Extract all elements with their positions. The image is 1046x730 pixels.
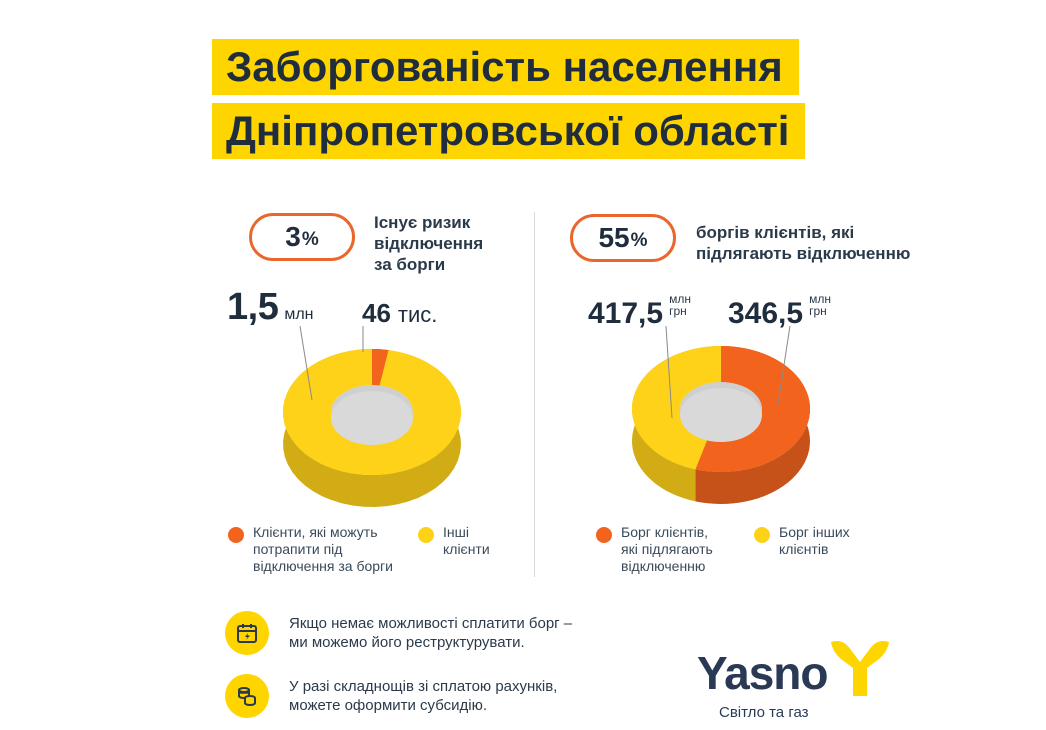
- legend-text: відключення за борги: [253, 558, 393, 574]
- legend-text: клієнти: [443, 541, 490, 557]
- info-text-line: Якщо немає можливості сплатити борг –: [289, 615, 573, 632]
- donut-hole-floor: [680, 388, 762, 442]
- risk-caption-line: за борги: [374, 255, 446, 274]
- risk-percent-badge: 3%: [249, 213, 355, 261]
- legend-text: потрапити під: [253, 541, 343, 557]
- brand-tagline: Світло та газ: [719, 704, 809, 721]
- donut-chart-left: [282, 349, 461, 507]
- legend-text: які підлягають: [621, 541, 713, 557]
- page-title-line-1: Заборгованість населення: [212, 39, 799, 95]
- debt-caption-line: підлягають відключенню: [696, 244, 911, 263]
- brand-logo-y-mark: [831, 641, 889, 696]
- leader-line-3: [777, 325, 791, 405]
- debt-disconnect-value: 417,5: [588, 297, 664, 330]
- risk-clients-label: 46 тис.: [362, 298, 437, 329]
- debt-disconnect-currency: грн: [669, 304, 687, 318]
- info-restructure: Якщо немає можливості сплатити борг – ми…: [289, 614, 572, 652]
- risk-caption-line: Існує ризик: [374, 213, 471, 232]
- risk-clients-value: 46: [362, 298, 391, 328]
- coins-icon: [225, 674, 269, 718]
- brand-logo-text: Yasno: [697, 647, 829, 699]
- debt-other-label: 346,5 млн грн: [728, 293, 831, 331]
- risk-clients-unit: тис.: [397, 302, 438, 327]
- legend-dot-risk-clients: [228, 527, 244, 543]
- debt-other-value: 346,5: [728, 297, 804, 330]
- legend-dot-debt-other: [754, 527, 770, 543]
- legend-other-clients: Інші клієнти: [443, 524, 490, 558]
- donut-slice-face-0: [372, 349, 389, 386]
- donut-hole-floor: [331, 391, 413, 445]
- panel-divider: [534, 212, 535, 577]
- risk-percent-unit: %: [301, 229, 319, 250]
- calendar-icon: [225, 611, 269, 655]
- leader-line-2: [665, 325, 673, 419]
- label-leader-lines: [299, 325, 791, 419]
- donut-slice-face-1: [632, 346, 721, 470]
- risk-caption-line: відключення: [374, 234, 484, 253]
- legend-dot-other-clients: [418, 527, 434, 543]
- total-clients-label: 1,5 млн: [227, 286, 314, 329]
- legend-text: клієнтів: [779, 541, 829, 557]
- legend-text: Клієнти, які можуть: [253, 524, 378, 540]
- legend-text: Борг клієнтів,: [621, 524, 709, 540]
- legend-debt-other: Борг інших клієнтів: [779, 524, 850, 558]
- donut-slice-face-1: [282, 349, 461, 475]
- total-clients-value: 1,5: [227, 286, 279, 328]
- info-text-line: можете оформити субсидію.: [289, 697, 488, 714]
- info-text-line: ми можемо його реструктурувати.: [289, 634, 525, 651]
- legend-text: Інші: [443, 524, 469, 540]
- risk-caption: Існує ризик відключення за борги: [374, 212, 483, 275]
- debt-other-currency: грн: [809, 304, 827, 318]
- total-clients-unit: млн: [284, 306, 314, 323]
- debt-percent-unit: %: [630, 230, 648, 251]
- debt-disconnect-label: 417,5 млн грн: [588, 293, 691, 331]
- debt-disconnect-unit: млн: [669, 292, 691, 306]
- legend-risk-clients: Клієнти, які можуть потрапити під відклю…: [253, 524, 393, 575]
- info-subsidy: У разі складнощів зі сплатою рахунків, м…: [289, 677, 557, 715]
- legend-text: Борг інших: [779, 524, 850, 540]
- risk-percent-value: 3: [285, 221, 301, 252]
- leader-line-0: [299, 325, 313, 401]
- legend-debt-disconnect: Борг клієнтів, які підлягають відключенн…: [621, 524, 713, 575]
- debt-percent-badge: 55%: [570, 214, 676, 262]
- debt-percent-value: 55: [598, 222, 630, 253]
- debt-caption: боргів клієнтів, які підлягають відключе…: [696, 222, 910, 264]
- debt-other-unit: млн: [809, 292, 831, 306]
- legend-dot-debt-disconnect: [596, 527, 612, 543]
- page-title-line-2: Дніпропетровської області: [212, 103, 806, 159]
- legend-text: відключенню: [621, 558, 706, 574]
- debt-caption-line: боргів клієнтів, які: [696, 223, 855, 242]
- info-text-line: У разі складнощів зі сплатою рахунків,: [289, 678, 558, 695]
